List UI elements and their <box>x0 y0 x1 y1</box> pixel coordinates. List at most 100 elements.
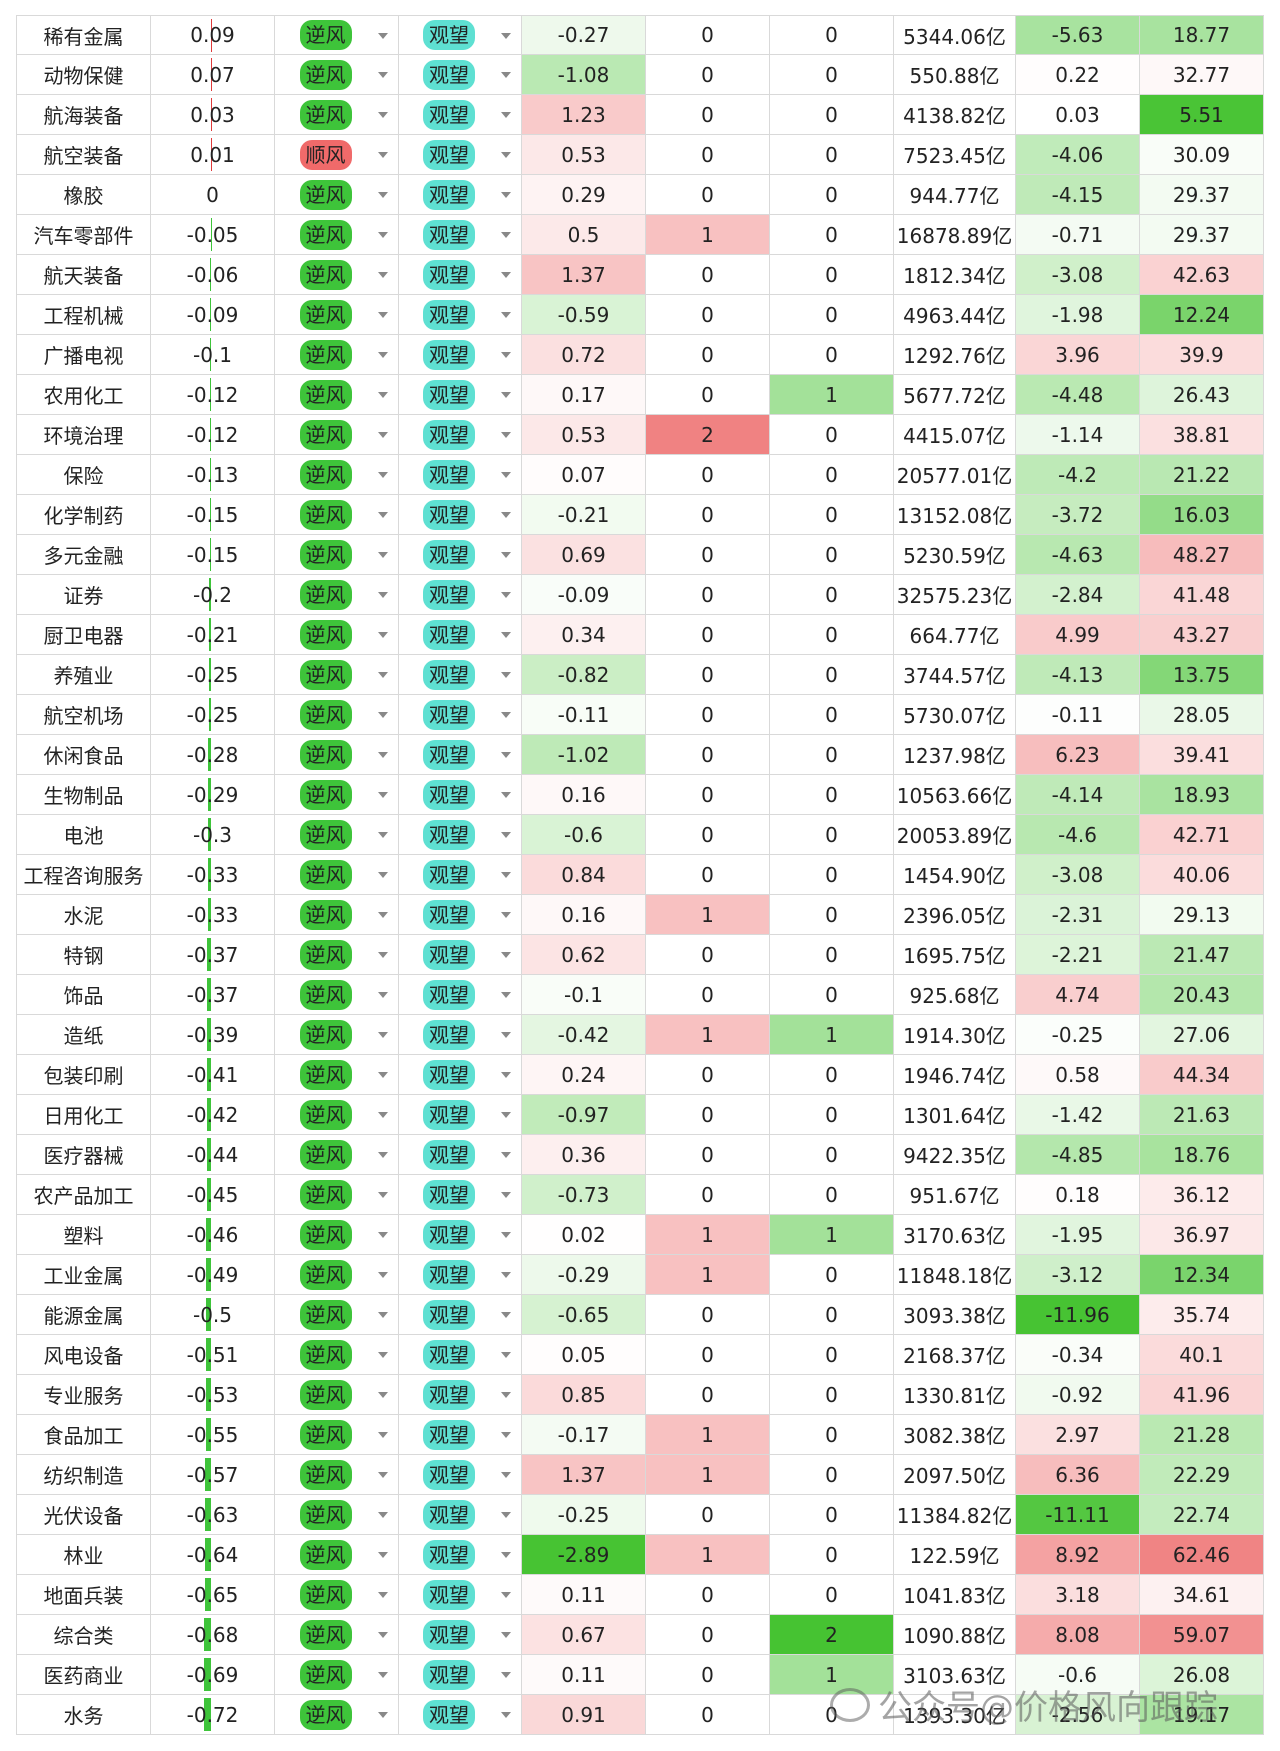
table-cell: 橡胶 <box>16 175 151 215</box>
stance-tag: 观望 <box>423 579 475 610</box>
data-bar <box>206 1258 211 1291</box>
table-cell: 0 <box>770 295 894 335</box>
cell-text: 0 <box>825 742 838 767</box>
cell-text: 1695.75亿 <box>903 944 1006 968</box>
table-cell: -0.33 <box>151 855 275 895</box>
table-row: 橡胶 0 逆风 观望 0.29 0 0 944.77亿 -4.15 29.37 <box>16 175 1264 215</box>
cell-text: 3093.38亿 <box>903 1304 1006 1328</box>
dropdown-arrow <box>378 1552 388 1558</box>
table-cell: 观望 <box>399 1015 522 1055</box>
table-cell: 观望 <box>399 215 522 255</box>
cell-text: -0.1 <box>563 982 604 1007</box>
stance-tag: 观望 <box>423 699 475 730</box>
dropdown-arrow <box>378 1512 388 1518</box>
cell-text: 0 <box>825 782 838 807</box>
cell-text: -0.69 <box>186 1662 239 1687</box>
cell-text: 0.72 <box>561 342 606 367</box>
cell-text: 1 <box>701 1022 714 1047</box>
cell-text: 0 <box>825 262 838 287</box>
table-cell: 0.11 <box>522 1655 646 1695</box>
table-row: 养殖业 -0.25 逆风 观望 -0.82 0 0 3744.57亿 -4.13 13.75 <box>16 655 1264 695</box>
table-row: 动物保健 0.07 逆风 观望 -1.08 0 0 550.88亿 0.22 32.77 <box>16 55 1264 95</box>
table-cell: 逆风 <box>275 775 399 815</box>
table-cell: 农用化工 <box>16 375 151 415</box>
table-cell: 逆风 <box>275 415 399 455</box>
table-cell: 0.05 <box>522 1335 646 1375</box>
data-bar <box>206 1178 211 1211</box>
wind-tag: 逆风 <box>299 899 352 930</box>
cell-text: -0.45 <box>186 1182 239 1207</box>
table-cell: -4.85 <box>1016 1135 1140 1175</box>
table-cell: 观望 <box>399 735 522 775</box>
cell-text: -4.85 <box>1051 1142 1104 1167</box>
table-cell: -0.44 <box>151 1135 275 1175</box>
dropdown-arrow <box>501 1152 511 1158</box>
table-cell: 4963.44亿 <box>894 295 1016 335</box>
stance-tag: 观望 <box>423 739 475 770</box>
dropdown-arrow <box>501 832 511 838</box>
cell-text: -0.37 <box>186 982 239 1007</box>
table-cell: 1454.90亿 <box>894 855 1016 895</box>
data-bar <box>205 1378 211 1411</box>
table-cell: 1 <box>646 895 770 935</box>
stance-tag: 观望 <box>423 859 475 890</box>
table-cell: 7523.45亿 <box>894 135 1016 175</box>
table-cell: 0 <box>770 1255 894 1295</box>
table-cell: 食品加工 <box>16 1415 151 1455</box>
wind-tag: 逆风 <box>299 859 352 890</box>
table-row: 塑料 -0.46 逆风 观望 0.02 1 1 3170.63亿 -1.95 36.97 <box>16 1215 1264 1255</box>
cell-text: 0 <box>701 302 714 327</box>
cell-text: 证券 <box>63 584 104 608</box>
wind-tag: 逆风 <box>299 619 352 650</box>
table-cell: 逆风 <box>275 1095 399 1135</box>
table-row: 化学制药 -0.15 逆风 观望 -0.21 0 0 13152.08亿 -3.72 16.03 <box>16 495 1264 535</box>
data-bar <box>208 738 211 771</box>
cell-text: 1 <box>701 902 714 927</box>
cell-text: 0 <box>825 1102 838 1127</box>
table-cell: 综合类 <box>16 1615 151 1655</box>
cell-text: 6.36 <box>1055 1462 1100 1487</box>
cell-text: 12.34 <box>1172 1262 1231 1287</box>
table-cell: 观望 <box>399 1215 522 1255</box>
cell-text: 5730.07亿 <box>903 704 1006 728</box>
dropdown-arrow <box>501 392 511 398</box>
stance-tag: 观望 <box>423 1539 475 1570</box>
table-cell: 2097.50亿 <box>894 1455 1016 1495</box>
table-cell: 0.69 <box>522 535 646 575</box>
table-cell: 观望 <box>399 1495 522 1535</box>
table-cell: 逆风 <box>275 1055 399 1095</box>
table-cell: 稀有金属 <box>16 15 151 55</box>
cell-text: 0 <box>701 142 714 167</box>
dropdown-arrow <box>378 432 388 438</box>
table-cell: 0.16 <box>522 895 646 935</box>
wind-tag: 逆风 <box>299 339 352 370</box>
cell-text: 0 <box>825 222 838 247</box>
wind-tag: 逆风 <box>299 939 352 970</box>
table-cell: 0 <box>646 935 770 975</box>
table-cell: -0.63 <box>151 1495 275 1535</box>
table-cell: 20.43 <box>1140 975 1264 1015</box>
table-cell: 0 <box>770 1535 894 1575</box>
cell-text: 0 <box>701 702 714 727</box>
cell-text: 0 <box>825 942 838 967</box>
table-cell: -0.25 <box>1016 1015 1140 1055</box>
dropdown-arrow <box>501 1192 511 1198</box>
cell-text: -0.72 <box>186 1702 239 1727</box>
table-cell: 5230.59亿 <box>894 535 1016 575</box>
table-row: 特钢 -0.37 逆风 观望 0.62 0 0 1695.75亿 -2.21 21.47 <box>16 935 1264 975</box>
cell-text: 1 <box>701 1542 714 1567</box>
table-cell: 1 <box>646 1415 770 1455</box>
dropdown-arrow <box>501 1232 511 1238</box>
cell-text: 0 <box>825 502 838 527</box>
table-cell: 0.16 <box>522 775 646 815</box>
table-cell: -0.69 <box>151 1655 275 1695</box>
dropdown-arrow <box>501 1592 511 1598</box>
dropdown-arrow <box>378 712 388 718</box>
dropdown-arrow <box>378 392 388 398</box>
table-cell: 广播电视 <box>16 335 151 375</box>
table-cell: 1812.34亿 <box>894 255 1016 295</box>
wind-tag: 顺风 <box>299 139 352 170</box>
stance-tag: 观望 <box>423 1419 475 1450</box>
stance-tag: 观望 <box>423 1339 475 1370</box>
table-cell: 0 <box>646 615 770 655</box>
